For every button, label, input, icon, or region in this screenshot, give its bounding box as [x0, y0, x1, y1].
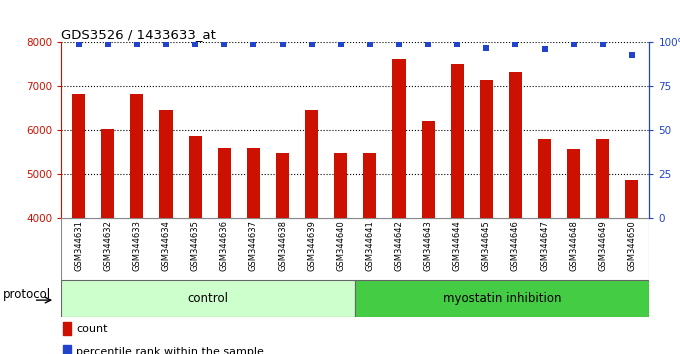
- Point: [335, 41, 346, 47]
- Point: [626, 52, 637, 58]
- Bar: [131, 94, 143, 218]
- Point: [190, 41, 201, 47]
- Point: [452, 41, 462, 47]
- Bar: [509, 72, 522, 218]
- Bar: [538, 139, 551, 218]
- Bar: [160, 110, 173, 218]
- Bar: [355, 280, 649, 317]
- Point: [423, 41, 434, 47]
- Point: [103, 41, 114, 47]
- Text: control: control: [188, 292, 228, 305]
- Point: [481, 45, 492, 51]
- Point: [160, 41, 171, 47]
- Bar: [596, 139, 609, 218]
- Point: [510, 41, 521, 47]
- Point: [306, 41, 317, 47]
- Bar: [218, 148, 231, 218]
- Bar: [247, 148, 260, 218]
- Text: protocol: protocol: [3, 288, 51, 301]
- Point: [248, 41, 259, 47]
- Bar: [63, 322, 71, 335]
- Bar: [626, 181, 639, 218]
- Point: [131, 41, 142, 47]
- Point: [219, 41, 230, 47]
- Bar: [276, 153, 289, 218]
- Bar: [334, 153, 347, 218]
- Bar: [480, 80, 493, 218]
- Bar: [101, 129, 114, 218]
- Bar: [188, 136, 202, 218]
- Point: [73, 41, 84, 47]
- Point: [568, 41, 579, 47]
- Text: myostatin inhibition: myostatin inhibition: [443, 292, 562, 305]
- Point: [539, 47, 550, 52]
- Bar: [61, 280, 355, 317]
- Point: [394, 41, 405, 47]
- Bar: [72, 94, 85, 218]
- Bar: [451, 64, 464, 218]
- Bar: [422, 121, 435, 218]
- Text: percentile rank within the sample: percentile rank within the sample: [76, 347, 264, 354]
- Text: count: count: [76, 324, 107, 334]
- Point: [364, 41, 375, 47]
- Bar: [392, 59, 405, 218]
- Bar: [63, 346, 71, 354]
- Bar: [363, 153, 377, 218]
- Bar: [567, 149, 580, 218]
- Bar: [305, 110, 318, 218]
- Point: [277, 41, 288, 47]
- Point: [597, 41, 608, 47]
- Text: GDS3526 / 1433633_at: GDS3526 / 1433633_at: [61, 28, 216, 41]
